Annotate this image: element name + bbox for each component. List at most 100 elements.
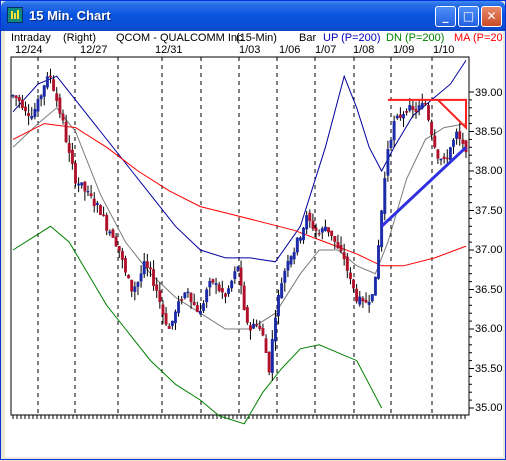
candle-body (58, 97, 62, 114)
window-title: 15 Min. Chart (29, 8, 111, 23)
maximize-button[interactable]: □ (458, 6, 479, 27)
x-tick-label: 12/24 (15, 44, 43, 56)
candle-body (361, 298, 365, 302)
candle-body (252, 323, 256, 329)
up-band-label: UP (P=200) (323, 32, 381, 44)
candle-body (367, 301, 371, 305)
candle-body (364, 300, 368, 303)
candle-body (130, 279, 134, 292)
candle-body (327, 227, 330, 233)
candle-body (289, 256, 293, 265)
candle-body (211, 279, 215, 283)
candle-body (355, 288, 359, 302)
candle-body (417, 105, 421, 110)
candle-body (452, 139, 455, 147)
chart-app-icon-glyph (11, 10, 19, 19)
close-button[interactable]: ✕ (481, 6, 502, 27)
candle-body (264, 338, 268, 353)
candle-body (445, 157, 449, 160)
candle-body (99, 204, 102, 216)
candle-body (30, 116, 34, 119)
y-tick-label: 38.00 (475, 165, 503, 177)
candle-body (330, 230, 334, 237)
candle-body (149, 267, 152, 270)
candle-body (258, 325, 262, 329)
y-tick-label: 38.50 (475, 126, 503, 138)
candle-body (42, 85, 46, 97)
candle-body (380, 210, 384, 248)
candle-body (214, 283, 218, 285)
y-tick-label: 37.50 (475, 205, 503, 217)
candle-body (105, 215, 109, 231)
candle-body (95, 202, 99, 206)
candle-body (427, 105, 430, 121)
candle-body (405, 111, 409, 113)
drawing-overlay[interactable] (380, 98, 468, 228)
candle-body (317, 233, 321, 235)
trend-line (380, 146, 468, 228)
candlestick-series (11, 68, 468, 382)
candle-body (377, 245, 380, 279)
candle-body (227, 288, 231, 294)
candle-body (189, 292, 193, 303)
candle-body (152, 269, 156, 286)
triangle-pattern (387, 98, 467, 130)
candle-body (389, 139, 393, 149)
price-chart[interactable]: Intraday (Right) QCOM - QUALCOMM Inc (15… (5, 31, 503, 457)
candle-body (386, 149, 390, 176)
candle-body (261, 328, 265, 336)
candle-body (414, 109, 418, 112)
candle-body (370, 294, 374, 302)
candle-body (455, 131, 459, 139)
candle-body (298, 237, 302, 241)
title-bar[interactable]: 15 Min. Chart _ □ ✕ (1, 1, 505, 31)
candle-body (461, 139, 465, 144)
candle-body (92, 198, 96, 207)
candle-body (348, 272, 352, 279)
candle-body (436, 149, 440, 159)
candle-body (77, 183, 81, 186)
y-tick-label: 39.00 (475, 87, 503, 99)
candle-body (102, 214, 106, 216)
chart-app-icon[interactable] (7, 7, 23, 23)
candle-body (458, 131, 462, 140)
candle-body (392, 120, 396, 141)
candle-body (314, 227, 318, 232)
candle-body (373, 276, 377, 296)
candle-body (52, 79, 56, 91)
candle-body (273, 317, 277, 342)
candle-body (136, 282, 140, 287)
candle-body (127, 274, 131, 279)
candle-body (358, 296, 362, 305)
candle-body (339, 245, 343, 252)
lower-band-line (12, 225, 383, 425)
candle-body (345, 256, 349, 271)
candle-body (442, 156, 446, 159)
candle-body (177, 301, 181, 314)
candle-body (27, 112, 31, 117)
candle-body (286, 261, 290, 271)
candle-body (230, 280, 234, 289)
candle-body (192, 302, 196, 305)
candle-body (86, 191, 90, 193)
candle-body (114, 236, 118, 247)
candle-body (205, 289, 209, 303)
candle-body (223, 293, 227, 297)
chart-area[interactable]: Intraday (Right) QCOM - QUALCOMM Inc (15… (5, 31, 503, 457)
minimize-button[interactable]: _ (435, 6, 456, 27)
x-tick-label: 1/06 (279, 44, 300, 56)
y-tick-label: 35.00 (475, 402, 503, 414)
x-tick-label: 1/10 (433, 44, 454, 56)
candle-body (55, 93, 59, 101)
dn-band-label: DN (P=200) (386, 32, 444, 44)
candle-body (158, 290, 162, 303)
candle-body (139, 273, 143, 282)
candle-body (45, 76, 49, 88)
candle-body (439, 158, 443, 161)
candle-body (352, 279, 355, 289)
candle-body (33, 109, 37, 117)
candle-body (170, 320, 174, 326)
candle-body (242, 285, 246, 310)
candle-body (217, 284, 221, 292)
candle-body (167, 326, 171, 329)
